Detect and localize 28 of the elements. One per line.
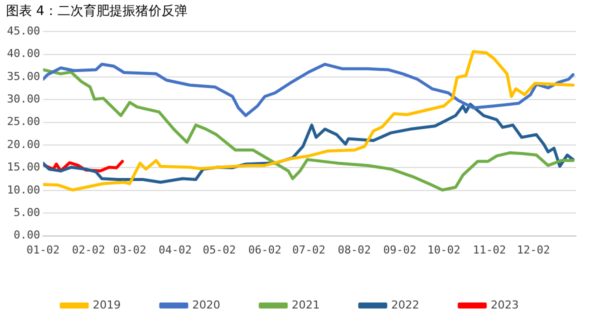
x-tick-label: 01-02: [26, 243, 60, 256]
legend-label: 2019: [92, 298, 121, 312]
x-tick-label: 12-02: [516, 243, 550, 256]
y-tick-label: 0.00: [14, 228, 40, 242]
x-tick-label: 05-02: [202, 243, 236, 256]
y-tick-label: 30.00: [6, 92, 40, 106]
x-tick-label: 09-02: [383, 243, 416, 256]
legend-label: 2023: [490, 298, 519, 312]
y-tick-label: 5.00: [14, 206, 40, 219]
x-tick-label: 06-02: [248, 243, 282, 256]
legend-label: 2020: [192, 298, 220, 312]
x-tick-label: 07-02: [292, 243, 326, 256]
x-tick-label: 08-02: [338, 243, 371, 256]
x-tick-label: 02-02: [72, 243, 106, 256]
chart-title: 图表 4：二次育肥提振猪价反弹: [6, 2, 188, 20]
y-tick-label: 35.00: [6, 70, 40, 83]
x-tick-label: 04-02: [158, 243, 192, 256]
y-tick-label: 40.00: [6, 47, 40, 60]
y-tick-label: 20.00: [6, 138, 40, 151]
y-tick-label: 15.00: [6, 160, 40, 174]
y-tick-label: 25.00: [6, 115, 40, 128]
x-tick-label: 10-02: [427, 243, 460, 256]
x-tick-label: 11-02: [472, 243, 506, 256]
legend-label: 2021: [292, 298, 320, 312]
x-tick-label: 03-02: [113, 243, 146, 256]
legend-label: 2022: [391, 298, 420, 312]
y-tick-label: 45.00: [6, 24, 40, 38]
y-tick-label: 10.00: [6, 183, 40, 196]
